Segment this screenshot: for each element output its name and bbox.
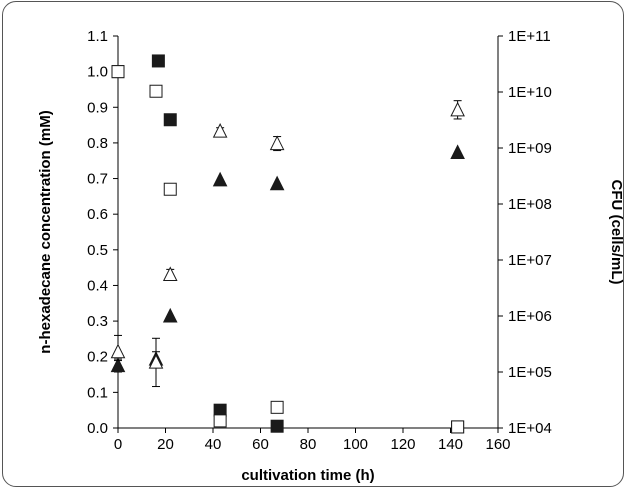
y-axis-title: n-hexadecane concentration (mM): [37, 110, 54, 353]
ticks: 0.0 0.1 0.2 0.3 0.4 0.5 0.6 0.7 0.8 0.9 1.0 1.1 1E+0…: [87, 28, 552, 453]
y2-tick-label: 1E+09: [508, 140, 552, 157]
y2-tick-label: 1E+11: [508, 28, 551, 45]
open-square-marker: [163, 182, 177, 196]
marks: [110, 54, 465, 434]
open-square-marker: [451, 420, 465, 434]
open-triangle-marker: [162, 266, 178, 282]
y2-axis-title: CFU (cells/mL): [608, 179, 625, 284]
x-tick-label: 140: [438, 436, 463, 453]
y-tick-label: 0.2: [87, 349, 108, 366]
open-square-marker: [149, 84, 163, 98]
filled-square-marker: [163, 113, 177, 127]
open-triangle-marker: [110, 343, 126, 359]
filled-triangle-marker: [162, 307, 178, 323]
filled-square-marker: [270, 419, 284, 433]
filled-square-marker: [151, 54, 165, 68]
open-triangle-marker: [148, 354, 164, 369]
filled-triangle-marker: [212, 171, 228, 187]
open-triangle-marker: [269, 135, 285, 151]
y-tick-label: 0.6: [87, 206, 108, 223]
y2-tick-label: 1E+05: [508, 364, 552, 381]
open-square-marker: [111, 65, 125, 79]
x-tick-label: 40: [205, 436, 222, 453]
filled-triangle-marker: [110, 357, 126, 373]
open-triangle-marker: [450, 101, 465, 117]
y-tick-label: 1.1: [87, 28, 108, 45]
filled-triangle-marker: [269, 175, 285, 191]
filled-triangle-marker: [450, 144, 465, 160]
y-tick-label: 0.3: [87, 313, 108, 330]
y-tick-label: 1.0: [87, 64, 108, 81]
y2-tick-label: 1E+10: [508, 84, 552, 101]
open-square-marker: [213, 414, 227, 428]
y-tick-label: 0.4: [87, 277, 108, 294]
x-tick-label: 80: [300, 436, 317, 453]
x-tick-label: 100: [343, 436, 368, 453]
y-tick-label: 0.7: [87, 171, 108, 188]
open-square-marker: [270, 400, 284, 414]
y-tick-label: 0.1: [87, 384, 108, 401]
x-tick-label: 160: [485, 436, 510, 453]
y2-tick-label: 1E+08: [508, 196, 552, 213]
y2-tick-label: 1E+06: [508, 308, 552, 325]
x-tick-label: 20: [157, 436, 174, 453]
x-tick-label: 60: [252, 436, 269, 453]
y-tick-label: 0.5: [87, 242, 108, 259]
open-triangle-marker: [212, 123, 228, 138]
y-tick-label: 0.0: [87, 420, 108, 437]
y2-tick-label: 1E+04: [508, 420, 552, 437]
x-axis-title: cultivation time (h): [241, 467, 374, 484]
y-tick-label: 0.9: [87, 99, 108, 116]
y2-tick-label: 1E+07: [508, 252, 552, 269]
y-tick-label: 0.8: [87, 135, 108, 152]
x-tick-label: 120: [390, 436, 415, 453]
axes: [117, 36, 499, 429]
x-tick-label: 0: [114, 436, 122, 453]
